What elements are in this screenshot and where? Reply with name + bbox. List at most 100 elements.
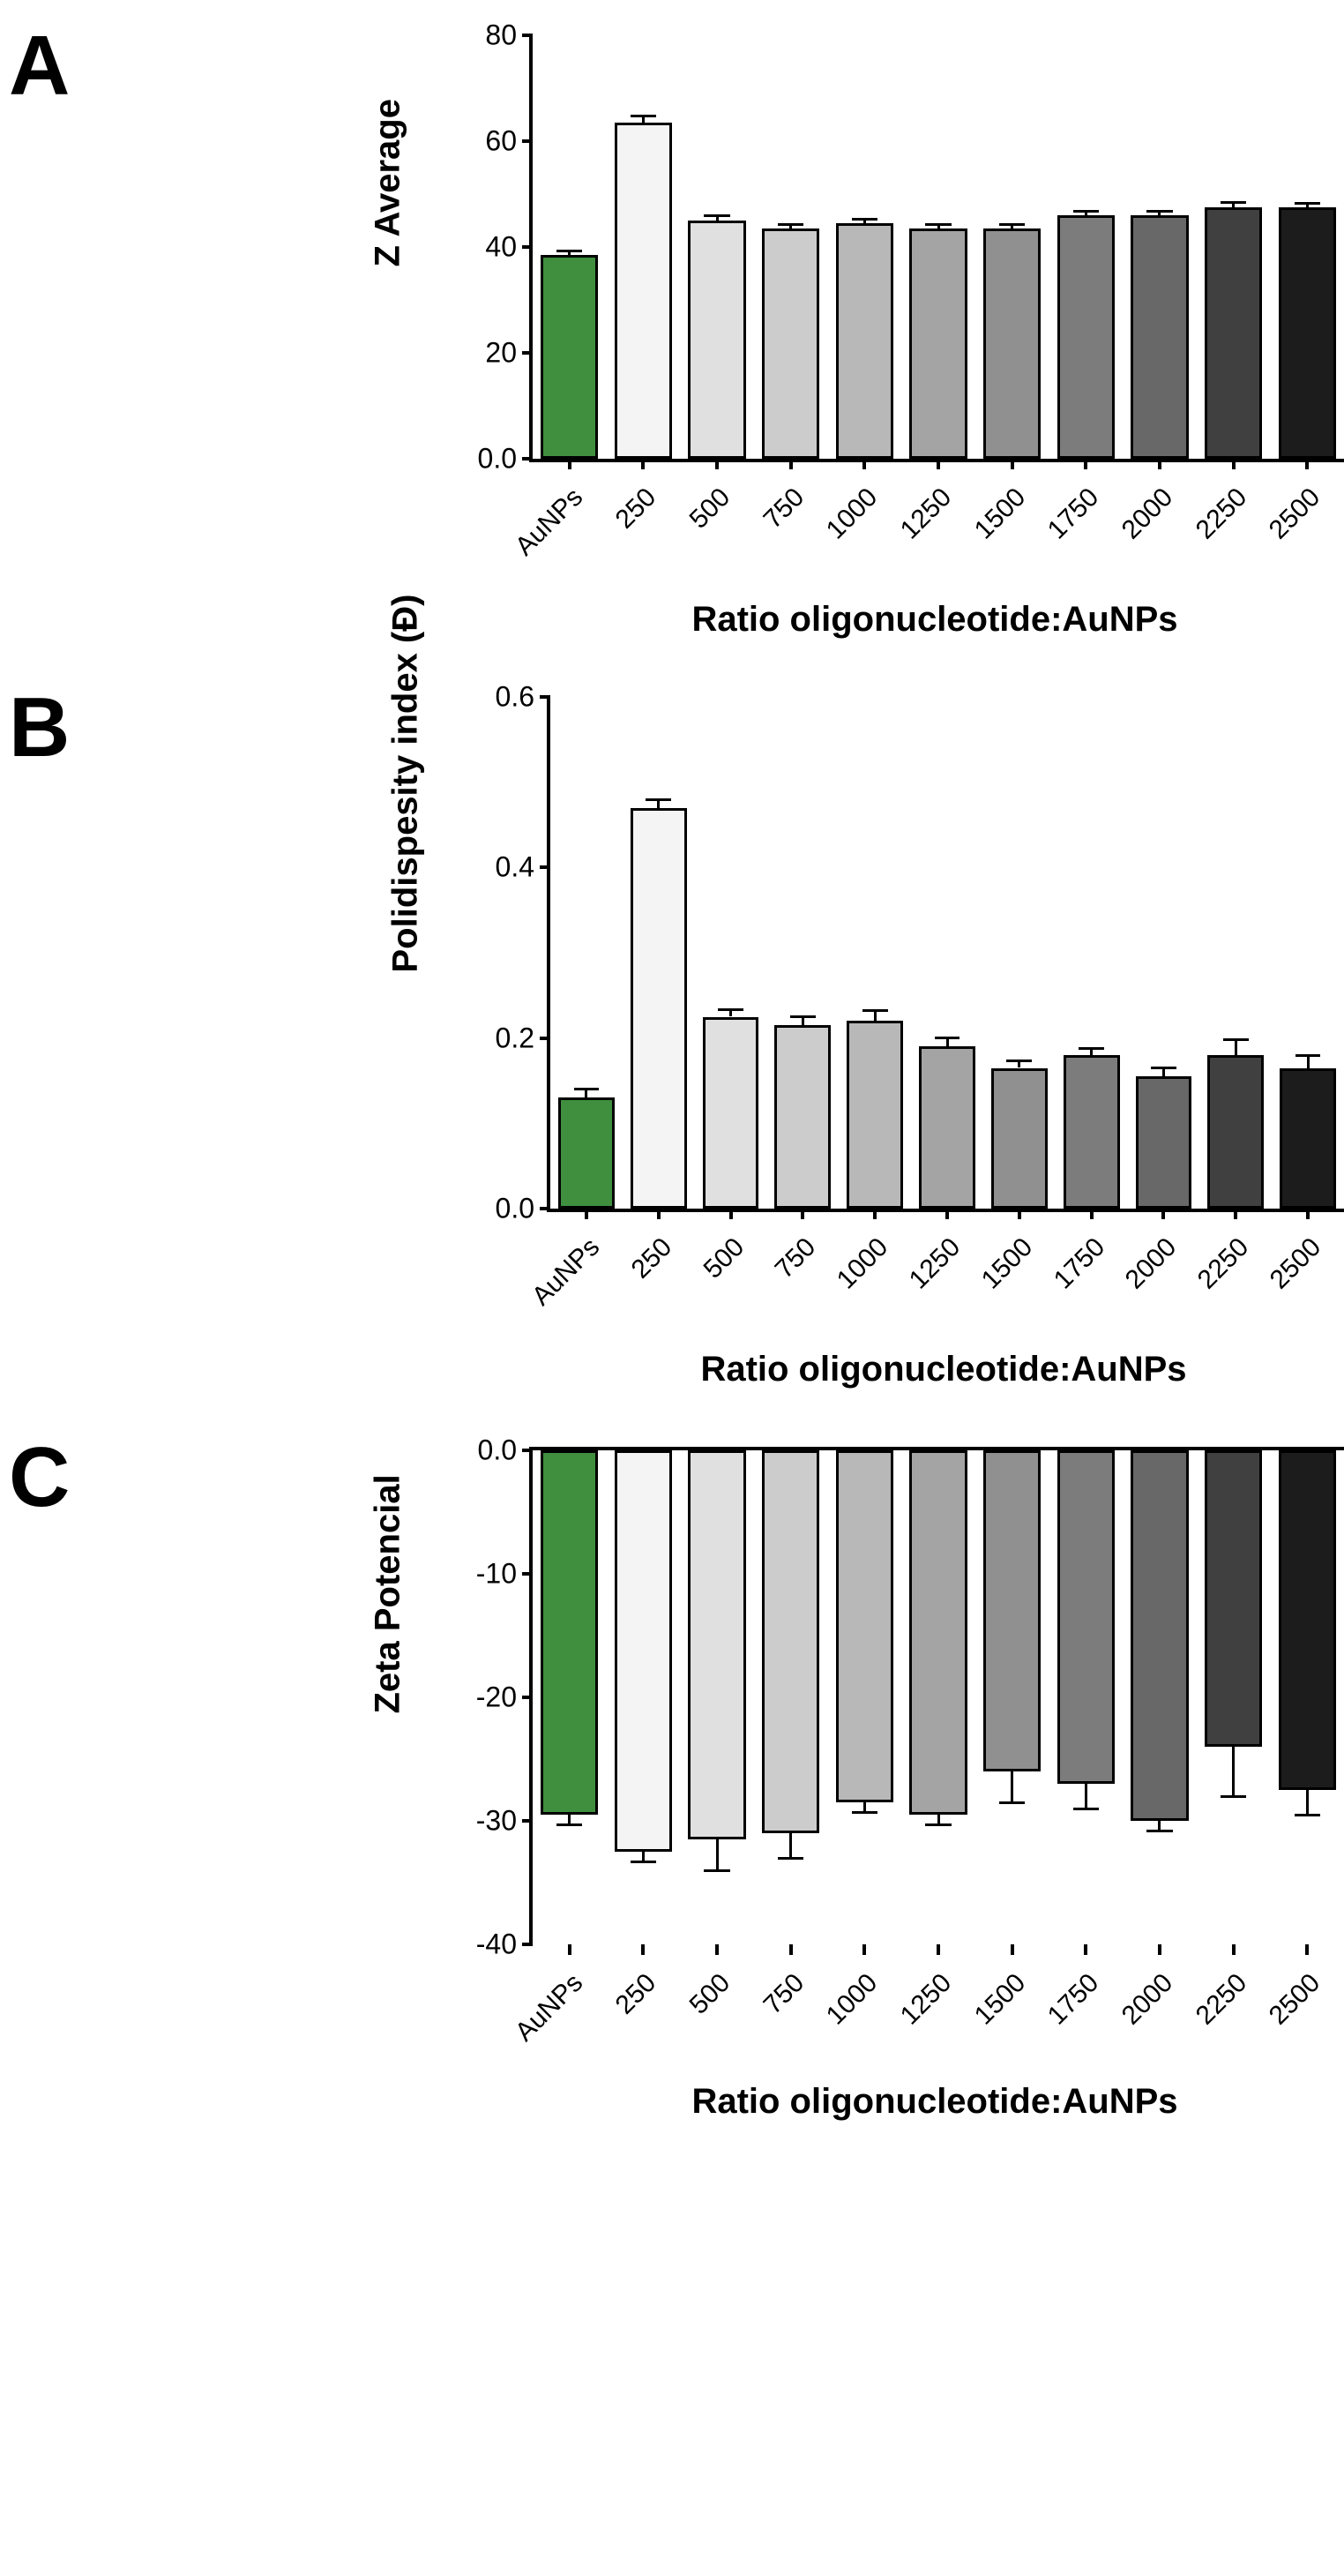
x-axis-label: Ratio oligonucleotide:AuNPs: [691, 600, 1177, 640]
ytick: [522, 457, 533, 461]
xtick: [1011, 459, 1014, 469]
ytick-label: 0.6: [496, 681, 534, 714]
bar: [688, 221, 745, 459]
ytick-label: 0.0: [478, 1434, 517, 1467]
bar: [983, 1450, 1041, 1771]
y-axis-label: Zeta Potencial: [369, 1679, 408, 1714]
error-bar: [1011, 1771, 1013, 1802]
ytick: [522, 1449, 533, 1452]
error-cap: [1151, 1067, 1176, 1069]
x-axis-label: Ratio oligonucleotide:AuNPs: [700, 1350, 1186, 1389]
bar: [1207, 1055, 1264, 1209]
xtick: [657, 1209, 661, 1219]
xtick: [1158, 459, 1161, 469]
xtick: [1305, 1944, 1309, 1955]
xtick: [862, 459, 866, 469]
ytick-label: -20: [476, 1681, 517, 1714]
ytick-label: 0.0: [496, 1193, 534, 1225]
ytick-label: -30: [476, 1805, 517, 1838]
xtick: [1018, 1209, 1021, 1219]
ytick-label: 0.2: [496, 1022, 534, 1054]
ytick: [540, 695, 550, 699]
error-cap: [556, 1823, 582, 1826]
xtick: [715, 1944, 719, 1955]
ytick: [540, 865, 550, 869]
error-bar: [1307, 1055, 1310, 1068]
x-axis-label: Ratio oligonucleotide:AuNPs: [691, 2082, 1177, 2122]
figure: A0.020406080AuNPs25050075010001250150017…: [0, 0, 1344, 2232]
error-cap: [1295, 1054, 1321, 1057]
bar: [1131, 1450, 1188, 1821]
error-cap: [778, 1857, 803, 1860]
error-cap: [1006, 1060, 1032, 1062]
error-bar: [1232, 1747, 1235, 1796]
error-cap: [718, 1008, 743, 1011]
error-bar: [1306, 1790, 1309, 1815]
bar: [615, 1450, 672, 1852]
ytick: [522, 245, 533, 249]
bar: [541, 255, 598, 459]
panel-letter: C: [9, 1429, 70, 1526]
xtick: [937, 1944, 940, 1955]
ytick-label: 80: [485, 19, 517, 52]
error-cap: [1295, 1814, 1320, 1816]
error-cap: [999, 223, 1025, 226]
error-cap: [935, 1037, 960, 1039]
plot-area: 0.00.20.40.6AuNPs25050075010001250150017…: [547, 697, 1344, 1212]
error-cap: [862, 1009, 888, 1012]
xtick: [945, 1209, 949, 1219]
xtick: [1084, 1944, 1087, 1955]
error-cap: [1221, 1795, 1246, 1798]
error-bar: [789, 1833, 792, 1858]
xtick: [1232, 459, 1236, 469]
xtick: [1011, 1944, 1014, 1955]
xtick: [1158, 1944, 1161, 1955]
ytick: [522, 34, 533, 37]
error-bar: [716, 1839, 719, 1870]
bar: [1057, 215, 1115, 459]
xtick: [715, 459, 719, 469]
panel-letter: A: [9, 18, 70, 115]
bar: [631, 808, 687, 1209]
error-cap: [1295, 202, 1320, 205]
ytick: [540, 1037, 550, 1040]
ytick-label: -40: [476, 1928, 517, 1961]
xtick: [1084, 459, 1087, 469]
bar: [909, 1450, 967, 1815]
bar: [762, 1450, 819, 1833]
xtick: [1232, 1944, 1236, 1955]
error-cap: [704, 214, 729, 217]
y-axis-label: Z Average: [369, 232, 408, 267]
ytick: [522, 1819, 533, 1823]
error-cap: [1146, 1830, 1172, 1832]
bar: [688, 1450, 745, 1839]
plot-area: 0.0-10-20-30-40AuNPs25050075010001250150…: [529, 1447, 1344, 1944]
error-cap: [1223, 1038, 1249, 1041]
bar: [1280, 1068, 1336, 1209]
bar: [703, 1017, 759, 1209]
bar: [1205, 1450, 1262, 1747]
xtick: [568, 459, 571, 469]
ytick-label: 40: [485, 231, 517, 264]
error-cap: [631, 1861, 656, 1863]
error-cap: [574, 1088, 600, 1090]
ytick: [540, 1207, 550, 1210]
panel-letter: B: [9, 679, 70, 776]
bar: [836, 1450, 893, 1802]
bar: [1064, 1055, 1120, 1209]
bar: [1136, 1076, 1192, 1209]
ytick-label: 0.0: [478, 443, 517, 476]
bar: [1279, 1450, 1336, 1790]
ytick: [522, 1943, 533, 1946]
error-cap: [852, 1811, 877, 1814]
bar: [909, 228, 967, 459]
error-cap: [852, 218, 877, 221]
error-cap: [925, 223, 951, 226]
xtick: [801, 1209, 804, 1219]
error-bar: [1235, 1040, 1237, 1055]
bar: [1205, 207, 1262, 459]
error-cap: [646, 798, 671, 801]
xtick: [862, 1944, 866, 1955]
y-axis-label: Polidispesity index (Đ): [386, 938, 426, 973]
ytick-label: 60: [485, 125, 517, 158]
